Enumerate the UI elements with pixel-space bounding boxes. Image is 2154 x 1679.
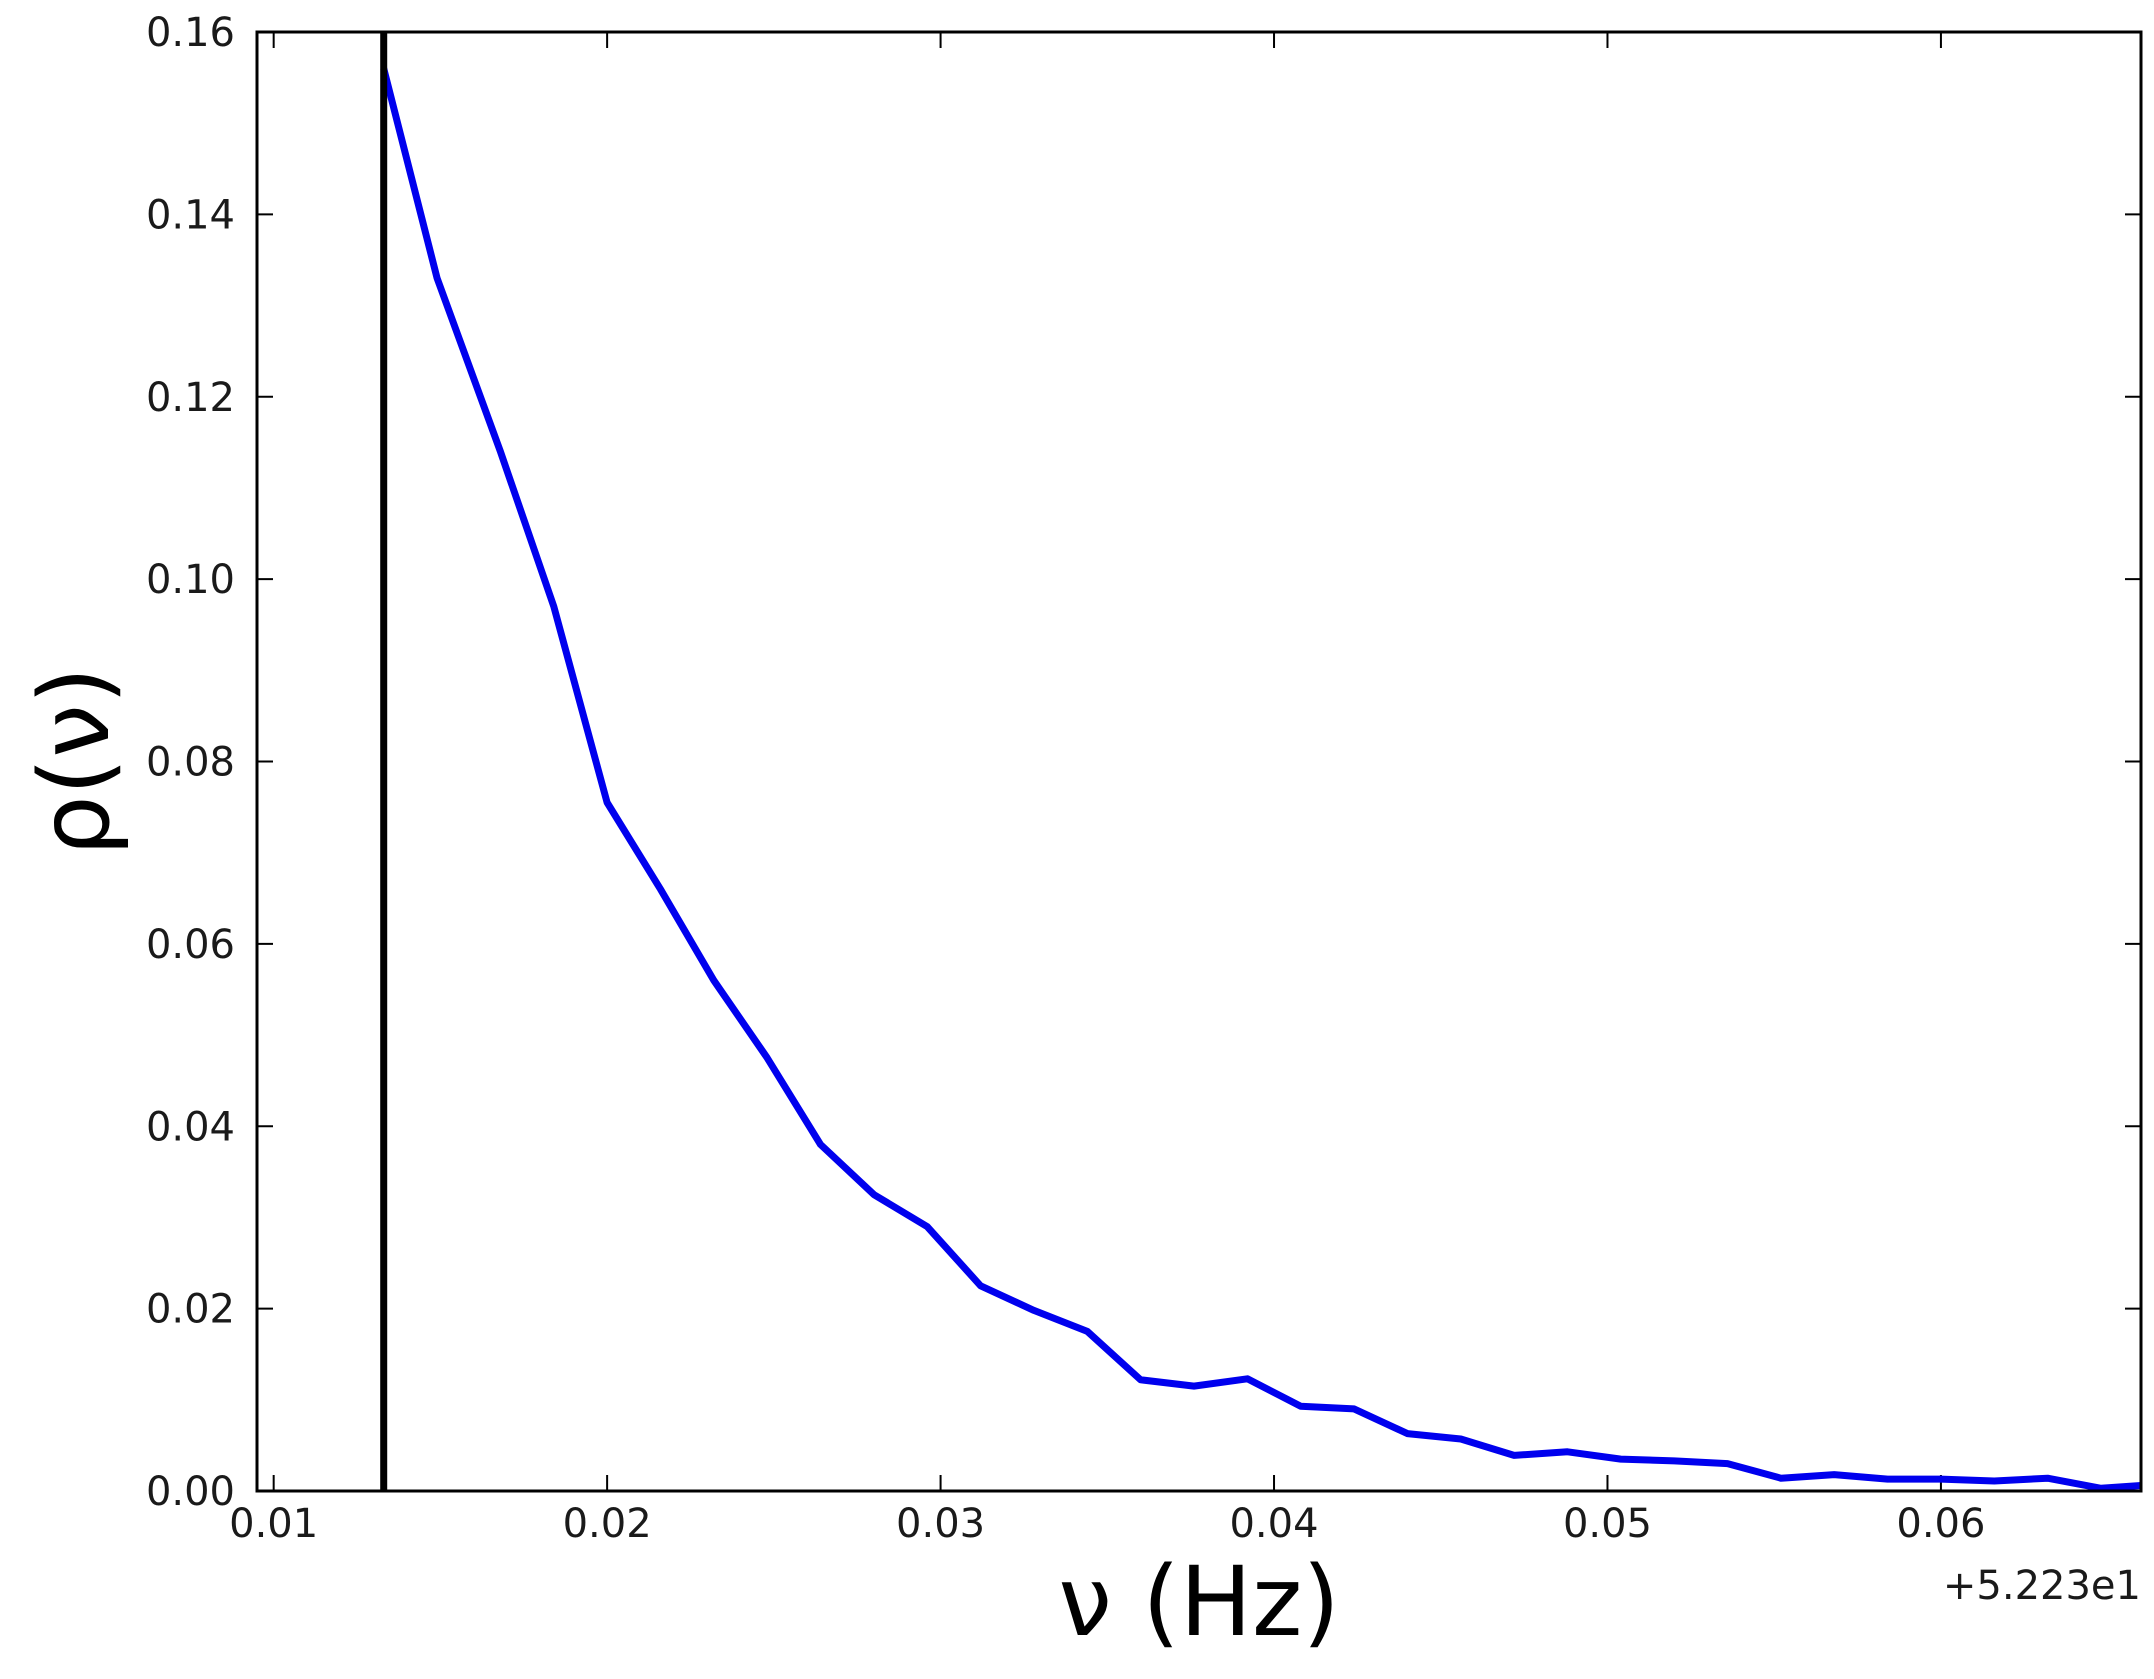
y-tick-label: 0.02 [146,1287,235,1333]
y-tick-label: 0.14 [146,192,235,238]
x-offset-label: +5.223e1 [1943,1563,2141,1609]
y-tick-label: 0.12 [146,375,235,421]
data-series-line [380,67,2142,1492]
y-tick-label: 0.00 [146,1469,235,1515]
y-tick-label: 0.16 [146,10,235,56]
x-tick-label: 0.01 [229,1501,318,1547]
x-axis-label: ν (Hz) [1058,1546,1340,1658]
plot-content [380,32,2142,1492]
x-tick-label: 0.05 [1563,1501,1652,1547]
x-tick-label: 0.04 [1229,1501,1318,1547]
axis-ticks [257,31,2141,1492]
x-tick-label: 0.06 [1896,1501,1985,1547]
y-tick-label: 0.04 [146,1104,235,1150]
x-tick-label: 0.03 [896,1501,985,1547]
x-tick-labels: 0.01 0.02 0.03 0.04 0.05 0.06 [229,1501,1985,1547]
y-axis-label: ρ(ν) [19,667,131,856]
plot-frame [255,30,2143,1493]
y-tick-label: 0.08 [146,740,235,786]
x-tick-label: 0.02 [563,1501,652,1547]
y-tick-label: 0.06 [146,922,235,968]
y-tick-labels: 0.00 0.02 0.04 0.06 0.08 0.10 0.12 0.14 0.16 [146,10,235,1515]
y-tick-label: 0.10 [146,557,235,603]
